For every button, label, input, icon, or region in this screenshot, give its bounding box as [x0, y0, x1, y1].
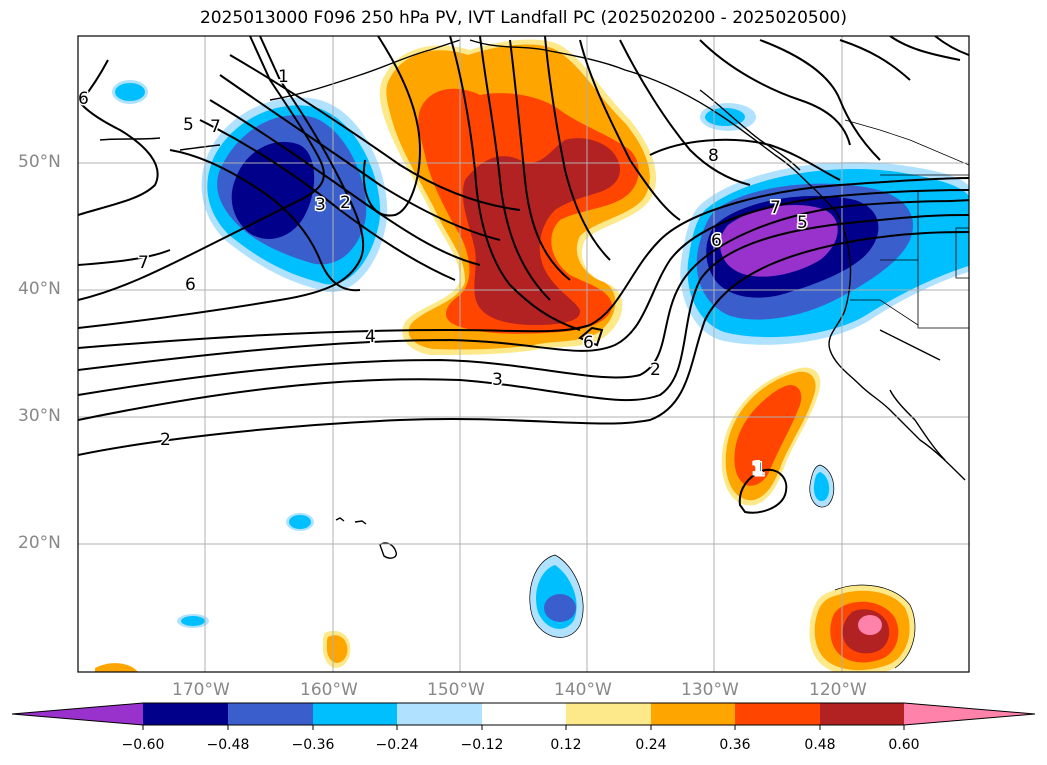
lat-label: 40°N — [18, 279, 61, 299]
contour-label: 8 — [708, 146, 719, 166]
lon-label: 160°W — [300, 680, 358, 700]
lat-label: 30°N — [18, 406, 61, 426]
colorbar-tick-label: −0.36 — [291, 737, 335, 753]
colorbar-swatch — [143, 703, 228, 725]
colorbar-tick-label: −0.60 — [121, 737, 165, 753]
lon-label: 140°W — [554, 680, 612, 700]
lat-label: 20°N — [18, 533, 61, 553]
colorbar-tick-label: 0.12 — [550, 737, 582, 753]
contour-label: 6 — [711, 231, 722, 251]
colorbar-swatch — [651, 703, 735, 725]
figure-title: 2025013000 F096 250 hPa PV, IVT Landfall… — [199, 8, 847, 28]
colorbar-swatch — [735, 703, 820, 725]
contour-label: 4 — [365, 327, 376, 347]
colorbar-tick-label: 0.60 — [888, 737, 920, 753]
contour-label: 6 — [185, 275, 196, 295]
colorbar-tick-label: 0.48 — [804, 737, 836, 753]
contour-label: 2 — [650, 360, 661, 380]
lon-label: 120°W — [809, 680, 867, 700]
contour-label: 3 — [492, 370, 503, 390]
colorbar-extend-low — [12, 703, 143, 725]
contour-label: 7 — [210, 117, 221, 137]
colorbar-extend-high — [904, 703, 1035, 725]
contour-label: 1 — [754, 460, 765, 480]
political-borders — [844, 119, 969, 329]
contour-label: 5 — [183, 115, 194, 135]
colorbar-tick-label: −0.24 — [375, 737, 419, 753]
lat-label: 50°N — [18, 152, 61, 172]
coastlines — [99, 39, 966, 559]
lon-label: 150°W — [427, 680, 485, 700]
lon-label: 170°W — [172, 680, 230, 700]
contour-label: 5 — [797, 213, 808, 233]
colorbar-swatch — [820, 703, 904, 725]
colorbar-swatch — [397, 703, 482, 725]
colorbar-tick-label: 0.24 — [635, 737, 667, 753]
map-frame — [77, 35, 970, 673]
colorbar-swatch — [313, 703, 397, 725]
gridlines — [78, 36, 969, 672]
colorbar-swatch — [228, 703, 313, 725]
lon-label: 130°W — [681, 680, 739, 700]
contour-label: 6 — [78, 89, 89, 109]
colorbar — [11, 702, 1036, 730]
colorbar-tick-label: 0.36 — [719, 737, 751, 753]
contour-label: 1 — [752, 459, 763, 479]
contour-label: 2 — [340, 193, 351, 213]
colorbar-swatch — [566, 703, 651, 725]
pv-contours — [78, 36, 969, 514]
positive-anomaly-se — [95, 367, 916, 672]
contour-label: 1 — [278, 67, 289, 87]
contour-label: 3 — [315, 195, 326, 215]
contour-label: 7 — [770, 198, 781, 218]
colorbar-tick-label: −0.12 — [460, 737, 504, 753]
contour-label: 2 — [160, 430, 171, 450]
contour-label: 7 — [138, 253, 149, 273]
colorbar-swatch — [482, 703, 566, 725]
anomaly-outlines — [529, 464, 916, 669]
colorbar-tick-label: −0.48 — [206, 737, 250, 753]
contour-label: 6 — [583, 333, 594, 353]
contour-labels: 1 5 7 2 3 7 6 4 3 2 6 8 7 5 6 2 1 1 6 — [77, 66, 810, 482]
